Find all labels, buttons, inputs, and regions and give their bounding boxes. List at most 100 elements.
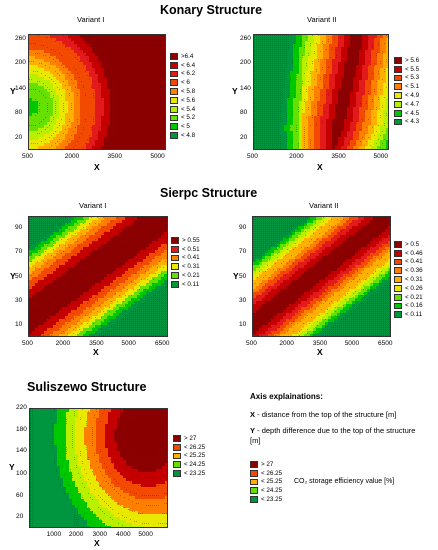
panel-0-cell <box>32 38 36 42</box>
panel-0-cell <box>35 140 39 144</box>
panel-0-contour-line <box>105 51 106 52</box>
panel-0-contour-line <box>135 135 136 136</box>
panel-0-contour-line <box>83 67 84 68</box>
panel-0-contour-line <box>155 101 156 102</box>
panel-0-contour-line <box>145 49 146 50</box>
panel-1-cell <box>338 95 342 99</box>
panel-0-contour-line <box>147 37 148 38</box>
panel-1-cell <box>335 107 339 111</box>
panel-0-cell <box>104 122 108 126</box>
panel-0-cell <box>158 89 162 93</box>
panel-0-contour-line <box>165 53 166 54</box>
panel-1-cell <box>296 83 300 87</box>
panel-0-contour-line <box>141 123 142 124</box>
panel-0-cell <box>74 77 78 81</box>
panel-0-cell <box>161 41 165 45</box>
panel-0-contour-line <box>137 41 138 42</box>
panel-0-cell <box>95 80 99 84</box>
panel-1-cell <box>347 47 351 51</box>
panel-0-contour-line <box>157 97 158 98</box>
panel-1-cell <box>332 80 336 84</box>
panel-0-cell <box>47 125 51 129</box>
panel-0-cell <box>110 74 114 78</box>
panel-0-contour-line <box>137 107 138 108</box>
panel-1-cell <box>308 50 312 54</box>
panel-0-contour-line <box>129 143 130 144</box>
panel-0-cell <box>164 98 165 102</box>
panel-0-cell <box>53 44 57 48</box>
panel-0-contour-line <box>113 39 114 40</box>
panel-0-contour-line <box>165 145 166 146</box>
panel-0-contour-line <box>159 75 160 76</box>
panel-0-cell <box>74 119 78 123</box>
panel-0-contour-line <box>105 43 106 44</box>
panel-0-contour-line <box>41 141 42 142</box>
panel-0-contour-line <box>149 85 150 86</box>
panel-0-cell <box>62 98 66 102</box>
panel-1-cell <box>272 44 276 48</box>
panel-0-cell <box>77 92 81 96</box>
panel-1-cell <box>362 86 366 90</box>
panel-0-cell <box>86 116 90 120</box>
panel-1-cell <box>302 113 306 117</box>
panel-0-cell <box>113 104 117 108</box>
panel-1-cell <box>332 89 336 93</box>
panel-0-contour-line <box>99 43 100 44</box>
panel-0-contour-line <box>121 93 122 94</box>
panel-0-cell <box>107 41 111 45</box>
panel-0-cell <box>74 128 78 132</box>
panel-0-cell <box>137 128 141 132</box>
panel-0-cell <box>89 65 93 69</box>
panel-0-contour-line <box>31 89 32 90</box>
panel-0-contour-line <box>161 89 162 90</box>
panel-0-contour-line <box>159 119 160 120</box>
panel-0-cell <box>92 137 96 141</box>
panel-0-cell <box>119 59 123 63</box>
panel-1-cell <box>287 83 291 87</box>
panel-1-cell <box>272 116 276 120</box>
panel-0-contour-line <box>137 109 138 110</box>
panel-0-contour-line <box>135 43 136 44</box>
panel-0-contour-line <box>159 65 160 66</box>
panel-0-cell <box>107 89 111 93</box>
panel-0-contour-line <box>131 121 132 122</box>
panel-0-cell <box>74 50 78 54</box>
panel-0-cell <box>74 104 78 108</box>
panel-0-contour-line <box>133 105 134 106</box>
panel-1-cell <box>365 89 369 93</box>
panel-0-contour-line <box>121 85 122 86</box>
panel-0-contour-line <box>133 79 134 80</box>
panel-1-cell <box>347 101 351 105</box>
panel-1-cell <box>293 50 297 54</box>
panel-0-contour-line <box>155 95 156 96</box>
panel-1-cell <box>278 89 282 93</box>
panel-0-contour-line <box>129 55 130 56</box>
panel-0-contour-line <box>161 55 162 56</box>
panel-1-cell <box>305 113 309 117</box>
panel-1-cell <box>266 41 270 45</box>
panel-0-contour-line <box>61 65 62 66</box>
panel-0-contour-line <box>137 133 138 134</box>
panel-0-cell <box>35 149 38 150</box>
panel-0-contour-line <box>159 103 160 104</box>
panel-1-cell <box>308 74 312 78</box>
panel-0-cell <box>128 107 132 111</box>
panel-1-cell <box>263 77 267 81</box>
panel-0-contour-line <box>125 119 126 120</box>
panel-0-cell <box>74 53 78 57</box>
panel-1-cell <box>269 113 273 117</box>
panel-0-cell <box>140 131 144 135</box>
panel-0-cell <box>161 119 165 123</box>
panel-1-cell <box>311 44 315 48</box>
panel-0-cell <box>134 101 138 105</box>
panel-0-contour-line <box>123 145 124 146</box>
panel-1-cells <box>254 35 388 149</box>
panel-1-cell <box>311 83 315 87</box>
panel-0-cell <box>80 89 84 93</box>
panel-0-contour-line <box>47 105 48 106</box>
panel-0-contour-line <box>127 105 128 106</box>
panel-0-cell <box>47 149 50 150</box>
panel-0-contour-line <box>157 65 158 66</box>
panel-0-contour-line <box>133 119 134 120</box>
panel-0-contour-line <box>157 49 158 50</box>
